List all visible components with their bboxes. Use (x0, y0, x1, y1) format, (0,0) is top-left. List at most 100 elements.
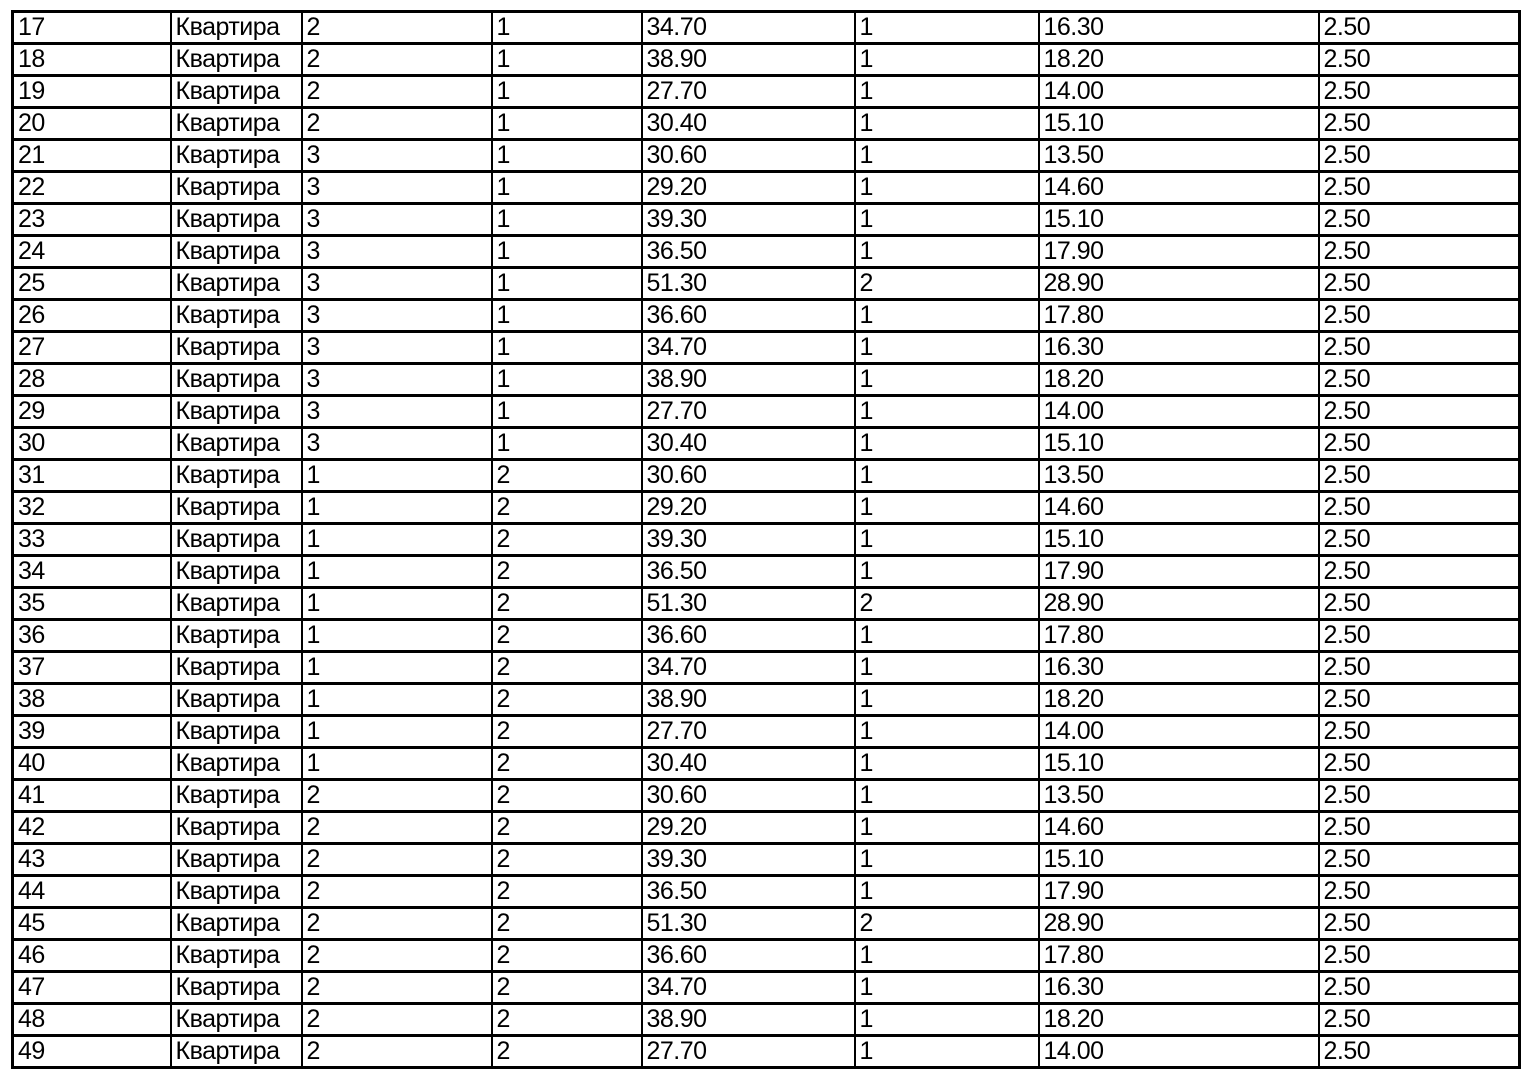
cell-col8: 2.50 (1317, 810, 1521, 845)
cell-number: 29 (11, 394, 172, 429)
cell-number: 18 (11, 42, 172, 77)
cell-col5: 38.90 (640, 362, 856, 397)
cell-col3: 3 (300, 362, 493, 397)
cell-col7: 17.80 (1037, 618, 1320, 653)
cell-col8: 2.50 (1317, 1034, 1521, 1069)
cell-col8: 2.50 (1317, 714, 1521, 749)
cell-col4: 1 (490, 234, 643, 269)
cell-number: 24 (11, 234, 172, 269)
cell-col8: 2.50 (1317, 234, 1521, 269)
cell-col6: 2 (853, 586, 1040, 621)
cell-col6: 1 (853, 138, 1040, 173)
cell-col4: 1 (490, 394, 643, 429)
cell-col7: 13.50 (1037, 778, 1320, 813)
cell-col5: 27.70 (640, 1034, 856, 1069)
table-row: 38 Квартира 1 2 38.90 1 18.20 2.50 (11, 682, 1521, 717)
cell-col6: 1 (853, 74, 1040, 109)
cell-col3: 1 (300, 554, 493, 589)
cell-col4: 2 (490, 490, 643, 525)
cell-col8: 2.50 (1317, 266, 1521, 301)
cell-col5: 27.70 (640, 394, 856, 429)
cell-col8: 2.50 (1317, 938, 1521, 973)
cell-col7: 15.10 (1037, 522, 1320, 557)
cell-col8: 2.50 (1317, 682, 1521, 717)
cell-col8: 2.50 (1317, 906, 1521, 941)
table-row: 33 Квартира 1 2 39.30 1 15.10 2.50 (11, 522, 1521, 557)
cell-col8: 2.50 (1317, 330, 1521, 365)
cell-type: Квартира (169, 714, 303, 749)
cell-col8: 2.50 (1317, 106, 1521, 141)
cell-col5: 34.70 (640, 650, 856, 685)
cell-col7: 14.60 (1037, 810, 1320, 845)
cell-col4: 2 (490, 842, 643, 877)
cell-col5: 30.40 (640, 426, 856, 461)
cell-col4: 2 (490, 458, 643, 493)
cell-number: 35 (11, 586, 172, 621)
table-row: 28 Квартира 3 1 38.90 1 18.20 2.50 (11, 362, 1521, 397)
table-row: 24 Квартира 3 1 36.50 1 17.90 2.50 (11, 234, 1521, 269)
cell-col3: 1 (300, 618, 493, 653)
cell-col5: 39.30 (640, 842, 856, 877)
cell-col7: 16.30 (1037, 330, 1320, 365)
cell-col8: 2.50 (1317, 394, 1521, 429)
cell-number: 21 (11, 138, 172, 173)
table-row: 20 Квартира 2 1 30.40 1 15.10 2.50 (11, 106, 1521, 141)
cell-col3: 3 (300, 426, 493, 461)
cell-number: 28 (11, 362, 172, 397)
cell-col3: 3 (300, 394, 493, 429)
cell-col3: 1 (300, 458, 493, 493)
cell-col8: 2.50 (1317, 970, 1521, 1005)
cell-col7: 17.80 (1037, 938, 1320, 973)
cell-type: Квартира (169, 490, 303, 525)
cell-col7: 14.00 (1037, 74, 1320, 109)
cell-type: Квартира (169, 138, 303, 173)
cell-col8: 2.50 (1317, 490, 1521, 525)
cell-col3: 2 (300, 810, 493, 845)
cell-number: 40 (11, 746, 172, 781)
table-row: 39 Квартира 1 2 27.70 1 14.00 2.50 (11, 714, 1521, 749)
cell-col5: 51.30 (640, 266, 856, 301)
cell-col7: 15.10 (1037, 202, 1320, 237)
cell-col4: 2 (490, 650, 643, 685)
cell-col3: 1 (300, 586, 493, 621)
cell-col6: 1 (853, 298, 1040, 333)
cell-col8: 2.50 (1317, 1002, 1521, 1037)
cell-col7: 28.90 (1037, 586, 1320, 621)
cell-col3: 1 (300, 682, 493, 717)
table-row: 31 Квартира 1 2 30.60 1 13.50 2.50 (11, 458, 1521, 493)
cell-type: Квартира (169, 362, 303, 397)
cell-col8: 2.50 (1317, 778, 1521, 813)
cell-col6: 1 (853, 234, 1040, 269)
cell-type: Квартира (169, 202, 303, 237)
cell-col4: 2 (490, 970, 643, 1005)
cell-col3: 3 (300, 138, 493, 173)
cell-col7: 17.90 (1037, 234, 1320, 269)
cell-col8: 2.50 (1317, 618, 1521, 653)
cell-col6: 2 (853, 266, 1040, 301)
cell-col7: 14.00 (1037, 394, 1320, 429)
cell-col3: 1 (300, 746, 493, 781)
cell-col8: 2.50 (1317, 426, 1521, 461)
cell-col5: 34.70 (640, 10, 856, 45)
table-row: 49 Квартира 2 2 27.70 1 14.00 2.50 (11, 1034, 1521, 1069)
cell-col5: 51.30 (640, 586, 856, 621)
cell-col3: 3 (300, 298, 493, 333)
cell-col7: 13.50 (1037, 138, 1320, 173)
cell-col3: 1 (300, 522, 493, 557)
cell-col4: 2 (490, 1034, 643, 1069)
cell-col5: 36.50 (640, 874, 856, 909)
cell-col7: 14.00 (1037, 714, 1320, 749)
cell-col8: 2.50 (1317, 842, 1521, 877)
table-row: 36 Квартира 1 2 36.60 1 17.80 2.50 (11, 618, 1521, 653)
cell-col3: 1 (300, 650, 493, 685)
cell-col4: 1 (490, 426, 643, 461)
cell-col7: 15.10 (1037, 426, 1320, 461)
table-row: 42 Квартира 2 2 29.20 1 14.60 2.50 (11, 810, 1521, 845)
cell-number: 37 (11, 650, 172, 685)
table-row: 21 Квартира 3 1 30.60 1 13.50 2.50 (11, 138, 1521, 173)
cell-col5: 27.70 (640, 74, 856, 109)
cell-col6: 1 (853, 522, 1040, 557)
cell-col4: 1 (490, 170, 643, 205)
cell-col7: 18.20 (1037, 362, 1320, 397)
cell-col5: 30.60 (640, 778, 856, 813)
